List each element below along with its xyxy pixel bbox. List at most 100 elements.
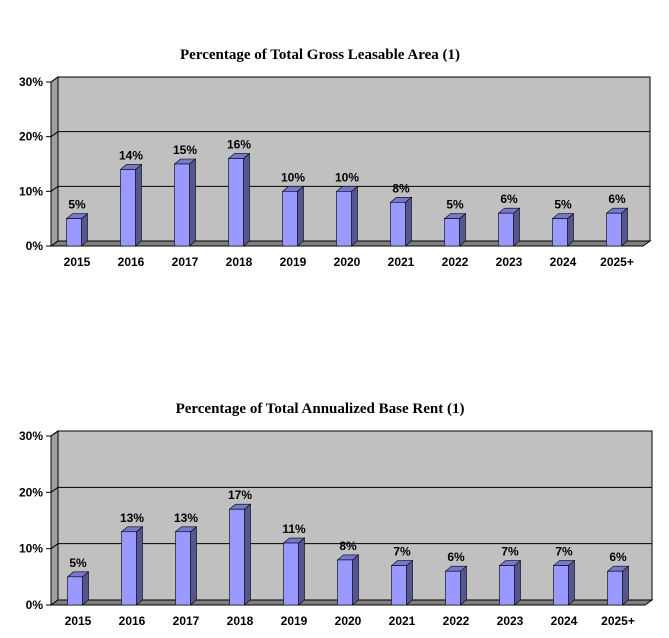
bar-front	[391, 565, 407, 606]
bar-side	[514, 559, 521, 606]
data-label: 13%	[120, 511, 144, 525]
gridline	[50, 131, 650, 138]
bar-side	[460, 565, 467, 606]
bar-side	[82, 571, 89, 606]
y-tick-label: 10%	[19, 184, 43, 198]
bar-side	[297, 185, 304, 247]
bar	[552, 559, 576, 606]
data-label: 17%	[228, 488, 252, 502]
x-tick-label: 2025+	[601, 614, 635, 628]
bar	[119, 163, 143, 247]
bar	[336, 554, 360, 606]
bar-front	[282, 191, 298, 247]
bar-front	[553, 565, 569, 606]
x-tick-label: 2017	[173, 614, 200, 628]
plot-side-wall	[50, 430, 59, 606]
bar-front	[283, 542, 299, 606]
x-tick-label: 2019	[280, 255, 307, 269]
bar-side	[189, 158, 196, 247]
bar-side	[298, 537, 305, 606]
bar	[174, 526, 198, 606]
x-tick-label: 2016	[118, 255, 145, 269]
bar-side	[568, 559, 575, 606]
bar-front	[228, 158, 244, 247]
data-label: 6%	[500, 192, 518, 206]
data-label: 11%	[282, 522, 306, 536]
bar-side	[190, 526, 197, 606]
x-tick-label: 2023	[497, 614, 524, 628]
bar-front	[390, 201, 406, 247]
x-tick-label: 2022	[443, 614, 470, 628]
bar-side	[352, 554, 359, 606]
gridline	[50, 543, 652, 550]
data-label: 13%	[174, 511, 198, 525]
bar	[390, 559, 414, 606]
bar	[389, 196, 413, 247]
data-label: 6%	[447, 550, 465, 564]
gridline	[50, 430, 652, 437]
bar-side	[243, 152, 250, 247]
x-tick-label: 2019	[281, 614, 308, 628]
bar	[173, 158, 197, 247]
bar-front	[120, 169, 136, 247]
y-tick-label: 30%	[19, 429, 43, 443]
bar	[498, 559, 522, 606]
bar	[335, 185, 359, 247]
bar-front	[67, 576, 83, 606]
bar-front	[174, 163, 190, 247]
chart-title: Percentage of Total Gross Leasable Area …	[180, 47, 460, 63]
bar-side	[135, 163, 142, 247]
x-tick-label: 2020	[334, 255, 361, 269]
plot-area: 0% 10% 20% 30% 5% 2015 13% 2016 13% 2017 17% 2018 11…	[19, 429, 654, 628]
annualized-base-rent-chart: Percentage of Total Annualized Base Rent…	[19, 401, 654, 628]
bar-side	[567, 213, 574, 247]
data-label: 7%	[555, 545, 573, 559]
data-label: 6%	[609, 550, 627, 564]
y-tick-label: 0%	[26, 598, 44, 612]
bar-front	[498, 212, 514, 247]
data-label: 5%	[69, 556, 87, 570]
x-tick-label: 2025+	[600, 255, 634, 269]
data-label: 8%	[392, 181, 410, 195]
bar	[497, 207, 521, 247]
bar-front	[229, 508, 245, 606]
data-label: 10%	[335, 170, 359, 184]
bar-side	[622, 565, 629, 606]
bar-side	[351, 185, 358, 247]
x-tick-label: 2021	[388, 255, 415, 269]
data-label: 14%	[119, 148, 143, 162]
bar-side	[405, 196, 412, 247]
x-tick-label: 2023	[496, 255, 523, 269]
data-label: 7%	[393, 545, 411, 559]
x-tick-label: 2016	[119, 614, 146, 628]
data-label: 16%	[227, 138, 251, 152]
bar	[65, 213, 89, 247]
bar-front	[552, 218, 568, 247]
bar-side	[621, 207, 628, 247]
bar-front	[445, 570, 461, 606]
bar	[281, 185, 305, 247]
bar-side	[459, 213, 466, 247]
bar-front	[175, 531, 191, 606]
bar	[120, 526, 144, 606]
data-label: 7%	[501, 545, 519, 559]
bar	[227, 152, 251, 247]
data-label: 15%	[173, 143, 197, 157]
chart-title: Percentage of Total Annualized Base Rent…	[176, 401, 465, 417]
bar-side	[406, 559, 413, 606]
bar-front	[606, 212, 622, 247]
y-tick-label: 0%	[26, 239, 44, 253]
y-tick-label: 10%	[19, 542, 43, 556]
gridline	[50, 486, 652, 493]
plot-area: 0% 10% 20% 30% 5% 2015 14% 2016 15% 2017 16% 2018 10…	[19, 75, 652, 269]
x-tick-label: 2017	[172, 255, 199, 269]
bar-side	[244, 503, 251, 606]
data-label: 5%	[446, 198, 464, 212]
plot-side-wall	[50, 76, 59, 247]
x-tick-label: 2022	[442, 255, 469, 269]
bar	[228, 503, 252, 606]
bar-front	[499, 565, 515, 606]
bar-side	[81, 213, 88, 247]
bar	[606, 565, 630, 606]
bar	[551, 213, 575, 247]
